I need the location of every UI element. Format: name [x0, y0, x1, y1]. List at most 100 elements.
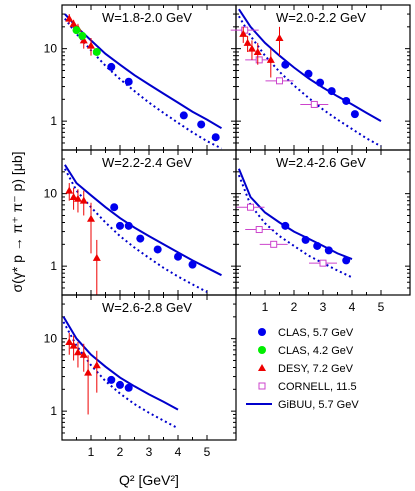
panel-w-label: W=1.8-2.0 GeV	[102, 10, 192, 25]
clas57-point	[197, 120, 206, 129]
clas57-point	[124, 221, 133, 230]
x-tick-label: 2	[291, 300, 298, 314]
x-tick-label: 3	[320, 300, 327, 314]
panel-w-label: W=2.4-2.6 GeV	[276, 155, 366, 170]
clas57-point	[116, 221, 124, 230]
y-tick-label: 1	[50, 259, 57, 273]
x-tick-label: 5	[204, 445, 211, 459]
clas57-point	[124, 77, 133, 86]
desy-point	[253, 47, 262, 55]
clas42-point	[78, 31, 87, 40]
clas57-point	[281, 60, 290, 69]
gibuu-solid-curve	[237, 168, 353, 261]
legend-marker-cornell	[258, 382, 266, 390]
desy-point	[239, 29, 248, 37]
x-tick-label: 1	[88, 445, 95, 459]
desy-point	[275, 34, 284, 42]
cornell-point	[255, 226, 263, 234]
legend-label-clas57: CLAS, 5.7 GeV	[278, 327, 354, 339]
desy-point	[247, 44, 256, 52]
legend-marker-clas42	[258, 346, 266, 354]
legend-marker-clas57	[258, 328, 266, 336]
cornell-point	[255, 56, 263, 64]
legend-label-gibuu: GiBUU, 5.7 GeV	[278, 399, 359, 411]
clas57-point	[107, 375, 116, 384]
clas57-point	[304, 69, 313, 78]
desy-point	[65, 337, 74, 345]
y-axis-label: σ(γ* p → π⁺ π⁻ p) [μb]	[9, 151, 25, 292]
desy-point	[87, 214, 95, 222]
clas57-point	[124, 383, 133, 392]
desy-point	[243, 38, 252, 46]
legend-label-clas42: CLAS, 4.2 GeV	[278, 345, 354, 357]
desy-point	[69, 19, 78, 27]
desy-point	[92, 253, 101, 261]
panel-w-label: W=2.0-2.2 GeV	[276, 10, 366, 25]
desy-point	[79, 196, 88, 204]
clas57-point	[188, 260, 197, 269]
clas57-point	[153, 245, 162, 254]
clas57-point	[110, 203, 119, 212]
clas42-point	[92, 47, 101, 56]
clas57-point	[116, 380, 124, 389]
x-tick-label: 5	[378, 300, 385, 314]
y-tick-label: 1	[50, 404, 57, 418]
y-tick-label: 1	[50, 114, 57, 128]
clas57-point	[179, 111, 188, 120]
gibuu-solid-curve	[238, 8, 382, 122]
clas57-point	[281, 221, 290, 230]
desy-point	[84, 368, 93, 376]
y-tick-label: 10	[44, 42, 58, 56]
panel-w-label: W=2.6-2.8 GeV	[102, 300, 192, 315]
legend-label-cornell: CORNELL, 11.5	[278, 381, 357, 393]
desy-point	[87, 41, 95, 49]
gibuu-dashed-curve	[237, 174, 353, 279]
panel-w-label: W=2.2-2.4 GeV	[102, 155, 192, 170]
desy-point	[69, 341, 78, 349]
clas57-point	[342, 256, 351, 265]
gibuu-solid-curve	[62, 316, 179, 411]
x-axis-label: Q² [GeV²]	[119, 472, 179, 488]
desy-point	[65, 14, 74, 22]
cornell-point	[276, 77, 283, 85]
gibuu-solid-curve	[64, 13, 223, 130]
legend-marker-desy	[258, 364, 266, 371]
desy-point	[266, 55, 275, 63]
clas57-point	[174, 252, 182, 261]
desy-point	[69, 192, 78, 200]
gibuu-dashed-curve	[64, 17, 222, 150]
desy-point	[73, 194, 82, 202]
clas57-point	[313, 241, 322, 250]
clas57-point	[301, 235, 310, 244]
gibuu-dashed-curve	[238, 15, 382, 148]
cornell-point	[247, 203, 254, 211]
panel-frame	[61, 149, 237, 296]
gibuu-dashed-curve	[62, 321, 179, 430]
clas57-point	[350, 110, 359, 119]
desy-point	[73, 348, 82, 356]
panel-frame	[61, 4, 237, 151]
cornell-point	[310, 100, 318, 108]
clas57-point	[211, 133, 220, 142]
panel-frame	[235, 4, 411, 151]
gibuu-dashed-curve	[64, 168, 208, 293]
clas57-point	[136, 234, 145, 243]
legend-label-desy: DESY, 7.2 GeV	[278, 363, 354, 375]
clas42-point	[72, 26, 81, 35]
y-tick-label: 10	[44, 332, 58, 346]
x-tick-label: 1	[262, 300, 269, 314]
desy-point	[65, 186, 74, 194]
clas57-point	[324, 246, 333, 255]
clas57-point	[342, 96, 351, 105]
clas57-point	[327, 87, 336, 96]
desy-point	[92, 361, 101, 369]
cornell-point	[319, 259, 327, 267]
x-tick-label: 2	[117, 445, 124, 459]
desy-point	[79, 350, 88, 358]
x-tick-label: 3	[146, 445, 153, 459]
x-tick-label: 4	[175, 445, 182, 459]
desy-point	[79, 36, 88, 44]
cornell-point	[270, 240, 278, 248]
clas57-point	[316, 78, 325, 87]
